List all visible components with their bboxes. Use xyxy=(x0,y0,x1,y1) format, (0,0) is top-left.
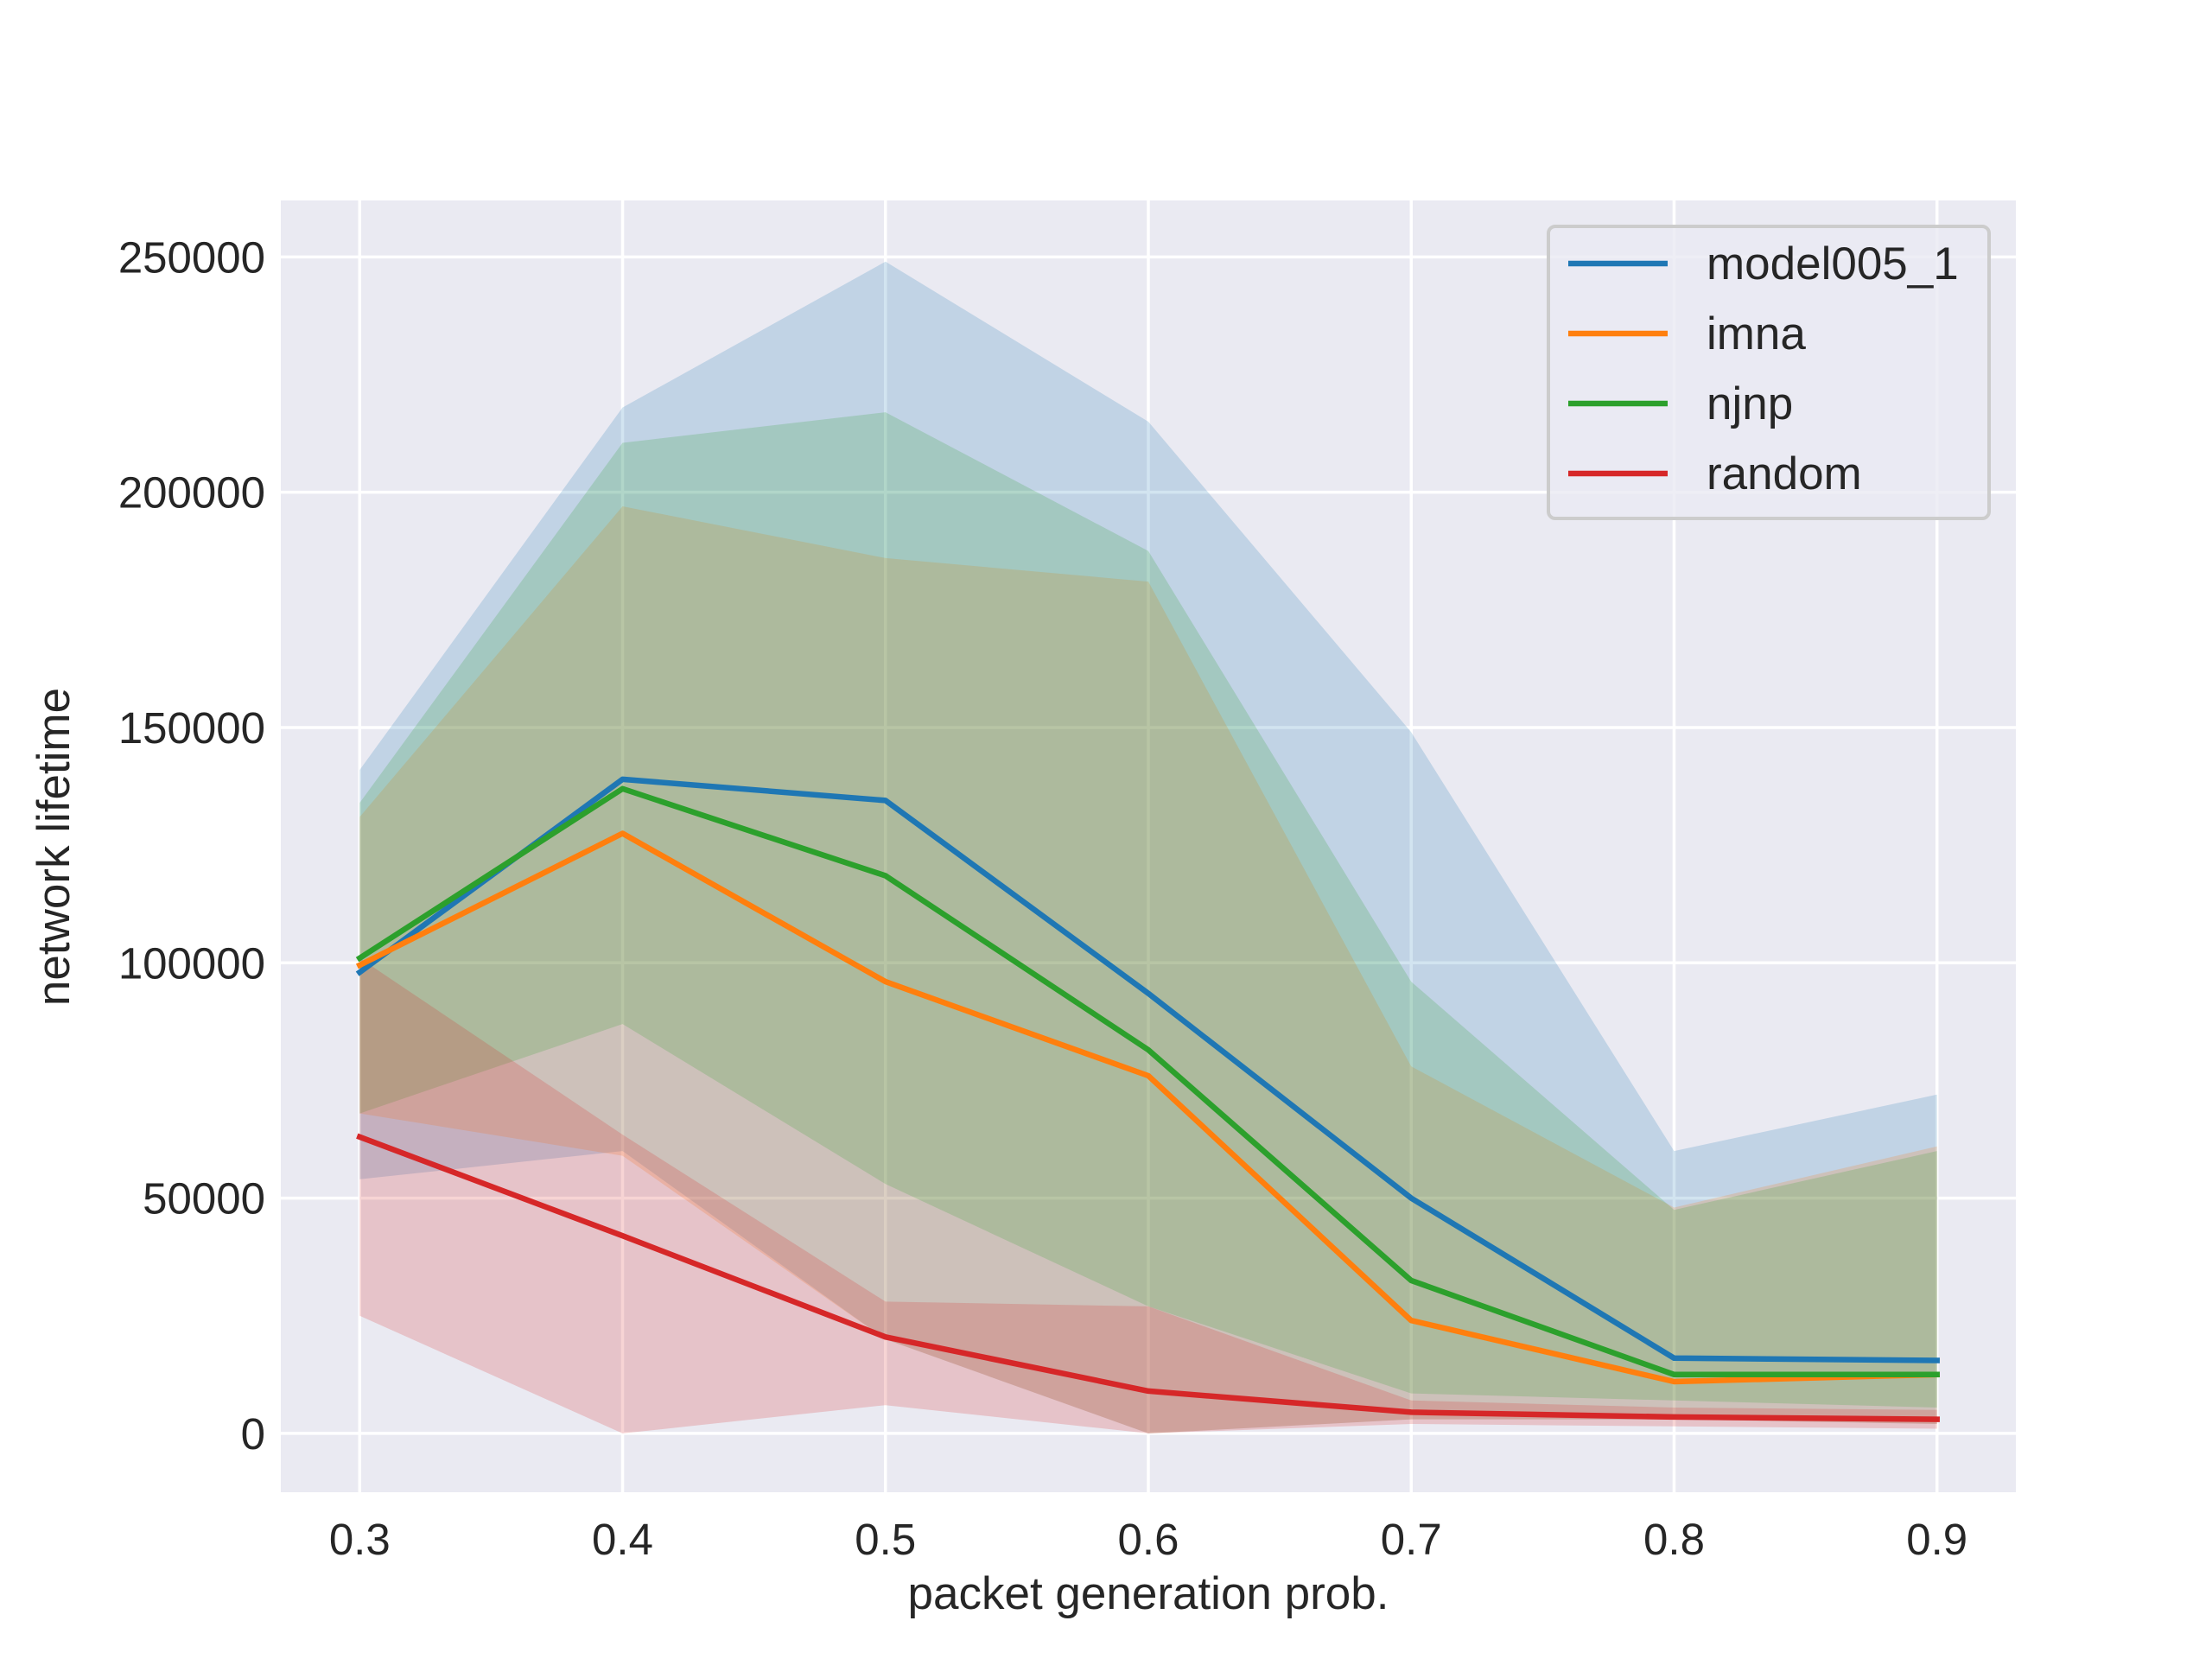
x-axis-label: packet generation prob. xyxy=(908,1568,1389,1619)
x-tick-label: 0.7 xyxy=(1381,1515,1442,1564)
confidence-bands xyxy=(359,261,1937,1433)
legend-label-njnp: njnp xyxy=(1707,378,1793,429)
legend-label-model005_1: model005_1 xyxy=(1707,238,1959,289)
x-tick-label: 0.4 xyxy=(592,1515,653,1564)
legend-box xyxy=(1547,225,1991,520)
series-line-njnp xyxy=(355,785,1940,1378)
y-axis-label: network lifetime xyxy=(29,688,79,1006)
legend-label-imna: imna xyxy=(1707,308,1806,359)
series-line-random xyxy=(356,1133,1940,1422)
legend-label-random: random xyxy=(1707,448,1862,499)
x-tick-label: 0.6 xyxy=(1118,1515,1179,1564)
x-tick-labels: 0.3 0.4 0.5 0.6 0.7 0.8 0.9 xyxy=(329,1515,1967,1564)
y-tick-label: 0 xyxy=(241,1409,265,1459)
x-tick-label: 0.5 xyxy=(855,1515,916,1564)
confidence-band-njnp xyxy=(359,412,1937,1408)
y-tick-label: 200000 xyxy=(118,468,265,518)
y-tick-label: 250000 xyxy=(118,232,265,282)
confidence-band-model005_1 xyxy=(359,261,1937,1433)
y-tick-label: 100000 xyxy=(118,938,265,988)
x-tick-label: 0.8 xyxy=(1643,1515,1705,1564)
confidence-band-imna xyxy=(359,506,1937,1433)
y-tick-labels: 0 50000 100000 150000 200000 250000 xyxy=(118,232,265,1459)
confidence-band-random xyxy=(359,957,1937,1433)
y-tick-label: 150000 xyxy=(118,703,265,753)
series-line-imna xyxy=(355,830,1941,1385)
y-tick-label: 50000 xyxy=(143,1174,265,1224)
series-line-model005_1 xyxy=(355,776,1940,1363)
x-tick-label: 0.3 xyxy=(329,1515,391,1564)
grid xyxy=(281,200,2016,1492)
series-lines xyxy=(355,776,1941,1422)
x-tick-label: 0.9 xyxy=(1906,1515,1967,1564)
